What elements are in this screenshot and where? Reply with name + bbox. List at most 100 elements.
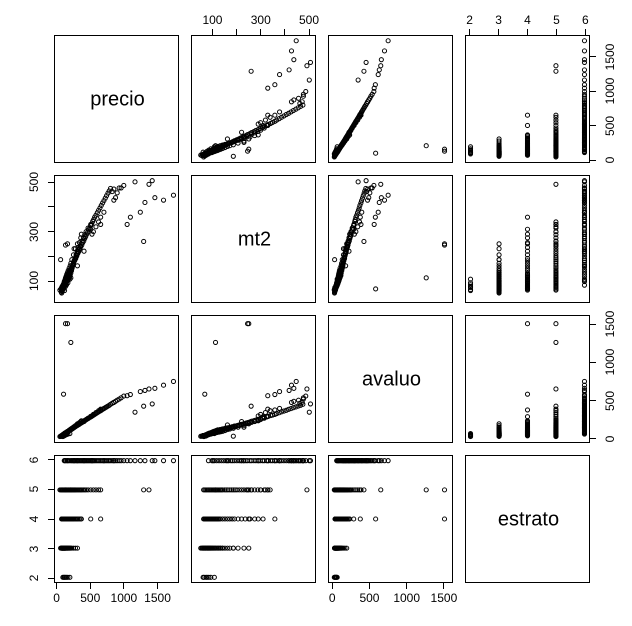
data-point	[226, 141, 232, 147]
data-point	[239, 458, 245, 464]
scatter-estrato-vs-precio	[57, 458, 177, 580]
diagonal-label-avaluo: avaluo	[362, 368, 421, 391]
data-point	[116, 185, 122, 191]
panel-estrato-avaluo	[328, 455, 453, 583]
data-point	[241, 487, 247, 493]
data-point	[344, 545, 350, 551]
data-point	[121, 182, 127, 189]
data-point	[137, 458, 143, 464]
data-point	[239, 487, 245, 493]
data-point	[524, 321, 531, 327]
axis-tick-label: 1500	[430, 591, 458, 605]
data-point	[581, 409, 588, 415]
data-point	[142, 387, 148, 393]
data-point	[114, 190, 120, 196]
data-point	[107, 458, 114, 464]
axis-tick-label: 1000	[603, 349, 617, 376]
panel-mt2-mt2: mt2	[191, 175, 316, 303]
data-point	[205, 458, 211, 464]
data-point	[306, 77, 312, 83]
data-point	[581, 271, 588, 277]
data-point	[341, 255, 347, 262]
data-point	[293, 404, 299, 410]
data-point	[441, 487, 448, 493]
data-point	[112, 195, 119, 201]
data-point	[351, 231, 357, 237]
axis-tick-label: 1500	[603, 43, 617, 71]
data-point	[357, 516, 363, 522]
data-point	[272, 112, 278, 118]
axis-tick	[284, 29, 286, 35]
data-point	[257, 125, 263, 132]
data-point	[496, 421, 502, 427]
data-point	[283, 407, 289, 413]
data-point	[74, 545, 80, 551]
axis-tick	[584, 29, 586, 35]
panel-precio-mt2	[191, 35, 316, 163]
data-point	[132, 409, 138, 415]
axis-tick-label: 5	[27, 486, 41, 493]
panel-mt2-estrato	[465, 175, 590, 303]
data-point	[304, 63, 310, 69]
data-point	[91, 216, 97, 223]
data-point	[255, 458, 261, 464]
data-point	[102, 195, 108, 201]
data-point	[121, 393, 127, 399]
data-point	[146, 386, 152, 392]
data-point	[581, 93, 588, 99]
axis-tick	[590, 125, 596, 127]
axis-tick-label: 1000	[393, 591, 421, 605]
data-point	[222, 516, 228, 522]
data-point	[245, 321, 251, 327]
data-point	[553, 339, 559, 345]
data-point	[160, 382, 167, 388]
data-point	[265, 406, 271, 412]
data-point	[581, 378, 588, 385]
data-point	[74, 253, 80, 259]
data-point	[274, 458, 280, 464]
data-point	[127, 458, 133, 464]
data-point	[118, 458, 124, 464]
axis-tick-label: 1500	[603, 310, 617, 338]
data-point	[372, 214, 378, 220]
axis-tick-label: 500	[603, 115, 617, 136]
data-point	[553, 321, 559, 327]
data-point	[272, 458, 278, 464]
data-point	[152, 385, 158, 391]
scatter-precio-vs-estrato	[467, 38, 588, 160]
data-point	[234, 137, 240, 143]
axis-tick-label: 100	[27, 270, 41, 292]
data-point	[98, 516, 104, 522]
data-point	[93, 224, 99, 230]
axis-tick	[527, 29, 528, 35]
data-point	[249, 129, 255, 136]
data-point	[346, 238, 352, 244]
axis-tick	[590, 438, 596, 440]
data-point	[224, 422, 230, 428]
data-point	[112, 458, 119, 464]
data-point	[581, 192, 588, 198]
axis-tick	[406, 583, 408, 589]
axis-tick-label: 500	[603, 390, 617, 411]
data-point	[210, 429, 216, 435]
data-point	[141, 403, 147, 409]
data-point	[291, 57, 297, 63]
data-point	[496, 252, 502, 258]
data-point	[109, 458, 115, 464]
data-point	[127, 391, 133, 398]
data-point	[553, 242, 559, 248]
data-point	[224, 458, 230, 464]
data-point	[581, 38, 588, 44]
data-point	[277, 72, 283, 78]
panel-estrato-estrato: estrato	[465, 455, 590, 583]
data-point	[365, 186, 371, 192]
axis-tick	[48, 255, 54, 257]
data-point	[307, 458, 314, 464]
data-point	[208, 574, 214, 580]
axis-tick	[48, 577, 54, 579]
data-point	[423, 487, 429, 493]
data-point	[239, 129, 245, 135]
scatter-avaluo-vs-mt2	[198, 321, 314, 440]
data-point	[553, 114, 559, 120]
axis-tick-label: 500	[298, 13, 320, 27]
